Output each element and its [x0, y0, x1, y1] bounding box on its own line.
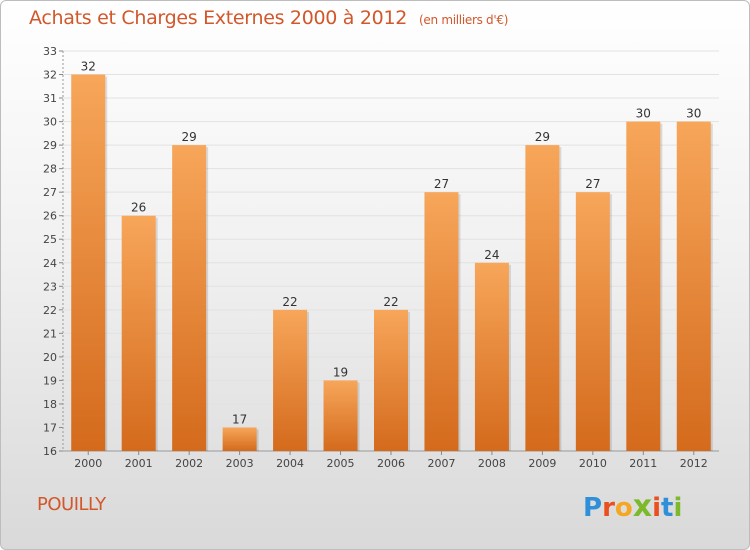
bar-2002 — [172, 145, 207, 451]
chart-title-block: Achats et Charges Externes 2000 à 2012 (e… — [29, 7, 508, 29]
y-tick-label: 33 — [43, 45, 57, 58]
y-tick-label: 19 — [43, 374, 57, 387]
y-tick-label: 21 — [43, 327, 57, 340]
data-label: 29 — [182, 130, 197, 144]
y-tick-label: 17 — [43, 421, 57, 434]
bar-2011 — [626, 121, 661, 452]
data-label: 22 — [282, 295, 297, 309]
x-tick-label: 2011 — [629, 457, 657, 470]
x-tick-label: 2010 — [579, 457, 607, 470]
x-tick-label: 2007 — [427, 457, 455, 470]
x-tick-label: 2002 — [175, 457, 203, 470]
bar-2005 — [323, 380, 358, 451]
y-tick-label: 24 — [43, 257, 57, 270]
bar-2008 — [474, 262, 509, 451]
x-tick-label: 2012 — [680, 457, 708, 470]
y-tick-label: 16 — [43, 445, 57, 458]
logo-letter: r — [602, 493, 615, 523]
data-label: 32 — [81, 60, 96, 74]
data-label: 29 — [535, 130, 550, 144]
logo-letter: i — [673, 493, 683, 523]
data-labels: 32 26 29 17 22 19 22 27 24 29 27 30 30 — [81, 60, 702, 427]
y-tick-label: 20 — [43, 351, 57, 364]
y-tick-label: 28 — [43, 163, 57, 176]
bar-2006 — [374, 309, 408, 451]
data-label: 30 — [686, 107, 701, 121]
bars — [71, 74, 713, 452]
data-label: 30 — [636, 107, 651, 121]
commune-name: POUILLY — [37, 494, 106, 515]
bar-2004 — [273, 309, 308, 451]
x-tick-label: 2009 — [528, 457, 556, 470]
data-label: 27 — [585, 177, 600, 191]
bar-2009 — [525, 145, 560, 451]
data-label: 27 — [434, 177, 449, 191]
chart-subtitle: (en milliers d'€) — [419, 13, 509, 27]
chart-title: Achats et Charges Externes 2000 à 2012 — [29, 7, 408, 29]
bar-2010 — [575, 192, 610, 452]
x-tick-label: 2003 — [226, 457, 254, 470]
x-tick-label: 2004 — [276, 457, 304, 470]
y-tick-label: 30 — [43, 116, 57, 129]
y-tick-label: 32 — [43, 69, 57, 82]
y-tick-label: 27 — [43, 186, 57, 199]
data-label: 26 — [131, 201, 146, 215]
bar-2000 — [71, 74, 106, 451]
y-tick-label: 23 — [43, 280, 57, 293]
y-tick-label: 31 — [43, 92, 57, 105]
proxiti-logo: Proxiti — [583, 489, 693, 525]
bar-2003 — [222, 427, 257, 451]
logo-letter: o — [614, 493, 633, 523]
y-tick-label: 18 — [43, 398, 57, 411]
data-label: 24 — [484, 248, 499, 262]
x-tick-label: 2006 — [377, 457, 405, 470]
logo-letter: P — [583, 493, 603, 523]
bar-2012 — [676, 121, 711, 452]
axes: 16 17 18 19 20 21 22 23 24 25 26 27 28 29 30 31 32 33 2000… — [43, 45, 719, 470]
x-tick-label: 2001 — [125, 457, 153, 470]
logo-letter: t — [661, 493, 674, 523]
bar-2001 — [121, 215, 156, 451]
x-tick-label: 2008 — [478, 457, 506, 470]
y-tick-label: 25 — [43, 233, 57, 246]
y-tick-label: 22 — [43, 304, 57, 317]
data-label: 17 — [232, 412, 247, 426]
data-label: 22 — [383, 295, 398, 309]
y-tick-label: 26 — [43, 210, 57, 223]
logo-letter: i — [652, 493, 662, 523]
x-tick-label: 2005 — [327, 457, 355, 470]
y-tick-label: 29 — [43, 139, 57, 152]
x-tick-label: 2000 — [74, 457, 102, 470]
data-label: 19 — [333, 365, 348, 379]
logo-letter: x — [632, 489, 653, 524]
bar-2007 — [424, 192, 459, 452]
